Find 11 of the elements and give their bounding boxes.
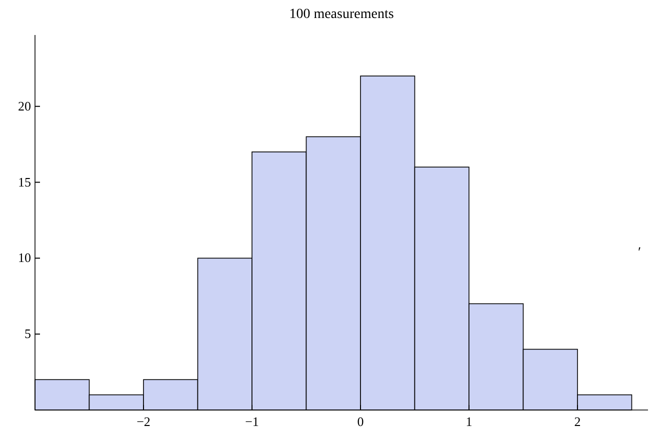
x-tick-label: 2 — [574, 414, 581, 429]
y-tick-label: 10 — [18, 250, 31, 266]
chart-title: 100 measurements — [289, 7, 394, 22]
y-tick-label: 5 — [24, 326, 31, 342]
y-tick-label: 20 — [18, 98, 31, 114]
x-tick-label: 0 — [357, 414, 364, 429]
x-tick-label: −1 — [245, 414, 259, 429]
y-tick-label: 15 — [18, 174, 31, 190]
annotation: ′ — [638, 246, 642, 260]
x-tick-label: −2 — [136, 414, 150, 429]
x-tick-label: 1 — [466, 414, 472, 429]
